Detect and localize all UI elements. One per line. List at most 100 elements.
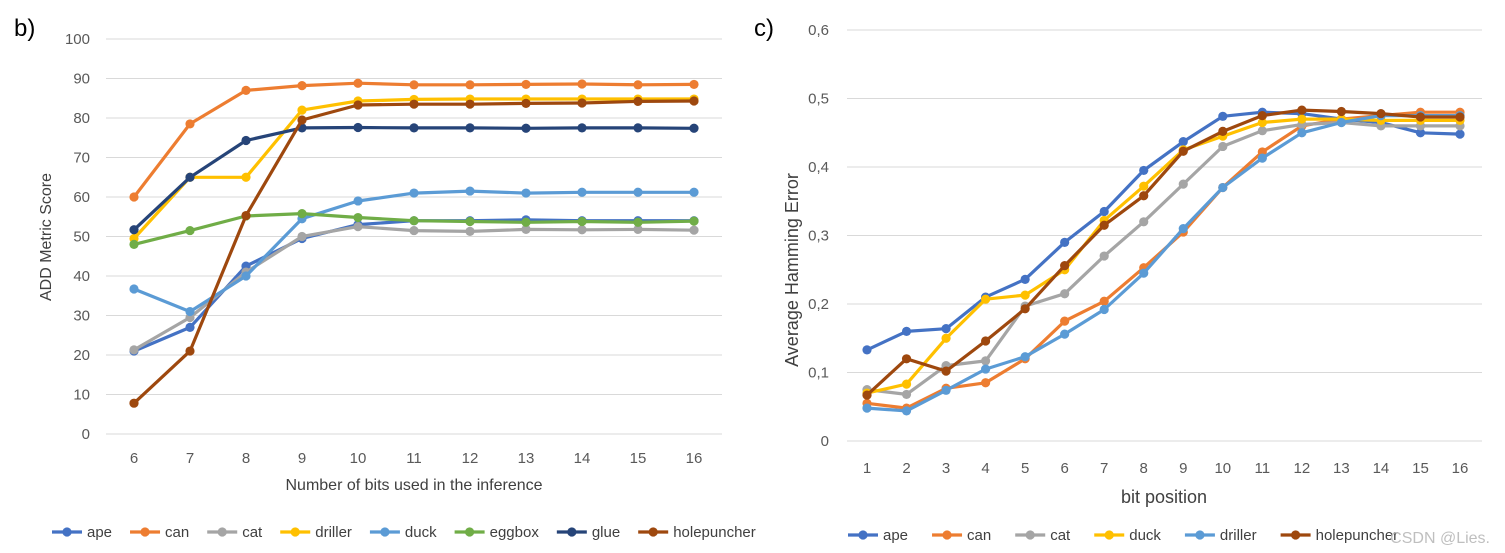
chart-panel-c: c) 00,10,20,30,40,50,6 1 2 3 4 5 6 7 8 9 10 11 12 13… <box>754 15 1482 544</box>
b-point-can <box>241 85 251 95</box>
b-y-tick-label: 40 <box>73 268 90 285</box>
c-point-driller <box>901 406 912 416</box>
b-point-duck <box>689 187 699 197</box>
b-y-tick-label: 20 <box>73 347 90 364</box>
b-y-tick-label: 70 <box>73 150 90 167</box>
c-x-tick-label: 10 <box>1214 460 1231 477</box>
c-x-tick-label: 9 <box>1179 460 1187 477</box>
c-legend-item-driller: driller <box>1184 527 1257 544</box>
c-point-cat <box>1257 126 1267 136</box>
c-point-cat <box>1178 179 1188 189</box>
c-legend-marker-holepuncher <box>1291 530 1301 540</box>
b-legend: ape can cat driller duck eggbox glue holepunche… <box>52 524 756 541</box>
b-point-can <box>465 80 475 90</box>
b-point-duck <box>353 196 363 206</box>
c-point-holepuncher <box>1218 126 1228 136</box>
c-point-duck <box>1139 181 1149 191</box>
b-point-can <box>297 81 307 91</box>
b-x-tick-label: 16 <box>686 450 703 467</box>
c-point-holepuncher <box>1060 261 1070 271</box>
c-point-holepuncher <box>1178 146 1188 156</box>
b-point-holepuncher <box>129 398 139 408</box>
c-x-tick-label: 2 <box>902 460 910 477</box>
c-legend-item-cat: cat <box>1015 527 1071 544</box>
c-legend-item-duck: duck <box>1094 527 1161 544</box>
b-point-eggbox <box>297 208 307 219</box>
b-series-line-duck <box>133 189 694 314</box>
c-point-can <box>1060 316 1070 326</box>
b-y-tick-label: 80 <box>73 110 90 127</box>
c-point-cat <box>901 389 912 400</box>
b-y-tick-label: 100 <box>65 31 90 48</box>
b-legend-item-glue: glue <box>556 524 620 541</box>
b-point-cat <box>465 226 475 236</box>
b-series-line-cat <box>133 225 695 352</box>
c-point-holepuncher <box>1139 191 1149 201</box>
b-point-duck <box>577 187 587 197</box>
c-point-ape <box>901 326 912 336</box>
b-legend-item-cat: cat <box>207 524 263 541</box>
c-x-tick-label: 5 <box>1021 460 1029 477</box>
b-point-duck <box>521 188 531 198</box>
b-point-duck <box>633 187 643 197</box>
c-point-holepuncher <box>901 354 912 364</box>
c-point-driller <box>1178 224 1188 234</box>
b-y-tick-label: 10 <box>73 387 90 404</box>
b-legend-label-ape: ape <box>87 524 112 541</box>
b-legend-item-ape: ape <box>52 524 112 541</box>
c-point-driller <box>1099 304 1109 315</box>
b-point-duck <box>409 188 419 198</box>
c-point-can <box>981 378 991 388</box>
b-point-cat <box>129 345 139 355</box>
c-point-holepuncher <box>1099 220 1109 230</box>
c-point-duck <box>941 333 951 343</box>
b-x-tick-label: 11 <box>406 450 422 467</box>
b-point-glue <box>465 123 475 133</box>
b-point-driller <box>241 172 251 182</box>
c-legend-label-cat: cat <box>1050 527 1071 544</box>
b-point-holepuncher <box>409 99 419 109</box>
c-legend-item-ape: ape <box>848 527 908 544</box>
c-point-ape <box>1020 274 1030 284</box>
b-point-glue <box>129 225 139 235</box>
b-legend-marker-eggbox <box>465 527 475 537</box>
b-point-glue <box>353 122 363 133</box>
chart-panel-b: b) 0 10 20 30 40 50 60 70 80 90 100 6 7 8 9 10 11 12 13 14… <box>14 15 756 541</box>
c-point-ape <box>1415 128 1426 138</box>
b-point-eggbox <box>521 217 531 227</box>
c-x-tick-labels: 1 2 3 4 5 6 7 8 9 10 11 12 13 14 15 16 <box>863 460 1469 477</box>
c-point-ape <box>941 324 951 334</box>
c-x-tick-label: 8 <box>1140 460 1148 477</box>
b-x-tick-labels: 6 7 8 9 10 11 12 13 14 15 16 <box>130 450 703 467</box>
c-legend-label-ape: ape <box>883 527 908 544</box>
c-point-driller <box>1020 352 1030 362</box>
b-point-holepuncher <box>185 346 195 356</box>
b-legend-label-duck: duck <box>405 524 437 541</box>
c-y-tick-label: 0,2 <box>808 296 829 313</box>
b-point-holepuncher <box>633 96 643 107</box>
b-point-eggbox <box>465 216 475 227</box>
c-x-tick-label: 6 <box>1060 460 1068 477</box>
c-y-tick-label: 0,1 <box>808 365 829 382</box>
c-point-cat <box>1099 251 1109 261</box>
b-x-tick-label: 15 <box>630 450 647 467</box>
c-legend-label-driller: driller <box>1220 527 1257 544</box>
c-legend-marker-cat <box>1025 530 1035 540</box>
c-point-holepuncher <box>1336 106 1346 117</box>
b-point-duck <box>465 186 475 196</box>
c-legend-item-can: can <box>932 527 991 544</box>
b-point-cat <box>689 225 699 235</box>
b-x-tick-label: 9 <box>298 450 306 467</box>
c-y-tick-label: 0 <box>821 433 829 450</box>
c-point-driller <box>1336 117 1346 128</box>
c-series-line-cat <box>866 120 1460 396</box>
c-x-tick-label: 14 <box>1373 460 1390 477</box>
c-point-holepuncher <box>1415 112 1426 122</box>
c-point-duck <box>901 379 912 389</box>
b-legend-item-eggbox: eggbox <box>454 524 540 541</box>
b-point-glue <box>521 123 531 133</box>
c-series-line-ape <box>866 110 1461 352</box>
b-point-driller <box>297 105 307 115</box>
c-point-cat <box>1139 217 1149 227</box>
b-legend-label-eggbox: eggbox <box>490 524 540 541</box>
